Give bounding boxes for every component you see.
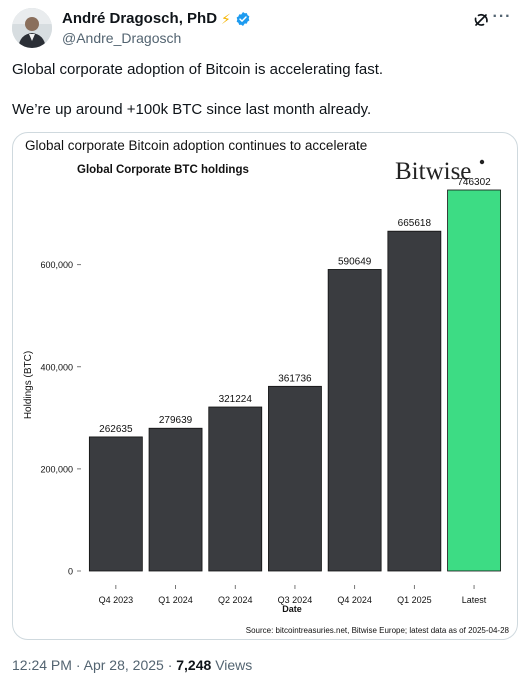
chart-title: Global corporate Bitcoin adoption contin… <box>25 138 367 153</box>
verified-badge-icon <box>236 11 250 26</box>
y-axis-label: Holdings (BTC) <box>23 351 34 419</box>
brand-logo-mark <box>479 159 485 165</box>
name-row: André Dragosch, PhD ⚡ <box>62 10 251 27</box>
bar-value-label: 746302 <box>457 177 491 188</box>
tweet-time[interactable]: 12:24 PM <box>12 657 72 673</box>
chart-source: Source: bitcointreasuries.net, Bitwise E… <box>246 626 510 635</box>
tweet-header: André Dragosch, PhD ⚡ @Andre_Dragosch ··… <box>12 8 513 48</box>
chart-subtitle: Global Corporate BTC holdings <box>77 164 249 176</box>
brand-logo: Bitwise <box>395 158 471 185</box>
tweet-text-line-1: Global corporate adoption of Bitcoin is … <box>12 61 384 78</box>
y-tick-label: 0 <box>68 567 73 577</box>
y-axis-ticks: 0 200,000 400,000 600,000 <box>40 260 81 577</box>
lightning-emoji: ⚡ <box>221 10 231 27</box>
x-tick-label: Q2 2024 <box>218 595 253 605</box>
view-count: 7,248 <box>176 657 212 673</box>
bar-value-label: 279639 <box>159 415 193 426</box>
grok-icon[interactable] <box>471 10 491 30</box>
x-tick-label: Latest <box>462 595 487 605</box>
x-tick-label: Q1 2024 <box>158 595 193 605</box>
x-tick-label: Q4 2023 <box>99 595 134 605</box>
y-tick-label: 400,000 <box>40 362 73 372</box>
y-tick-label: 200,000 <box>40 464 73 474</box>
bar-q3-2024 <box>268 385 322 572</box>
x-tick-label: Q4 2024 <box>337 595 372 605</box>
avatar[interactable] <box>12 8 52 48</box>
views-label: Views <box>215 657 253 673</box>
tweet-text: Global corporate adoption of Bitcoin is … <box>12 60 512 120</box>
bar-q2-2024 <box>208 406 263 572</box>
tweet-date[interactable]: Apr 28, 2025 <box>83 657 164 673</box>
bar-q1-2025 <box>387 230 442 572</box>
bar-value-label: 262635 <box>99 424 133 435</box>
bar-value-label: 590649 <box>338 256 372 267</box>
bar-q1-2024 <box>148 427 203 572</box>
meta-separator: · <box>75 657 81 673</box>
x-axis-ticks: Q4 2023 Q1 2024 Q2 2024 Q3 2024 Q4 2024 Q1 20… <box>99 585 487 605</box>
x-tick-label: Q1 2025 <box>397 595 432 605</box>
tweet-media-chart[interactable]: Global corporate Bitcoin adoption contin… <box>12 132 518 640</box>
user-handle[interactable]: @Andre_Dragosch <box>62 30 182 46</box>
display-name[interactable]: André Dragosch, PhD <box>62 10 218 27</box>
bar-q4-2024 <box>327 269 382 572</box>
x-axis-label: Date <box>282 604 302 614</box>
bars: 262635 279639 321224 361736 590649 665618 7463… <box>88 177 501 572</box>
bar-value-label: 665618 <box>398 218 432 229</box>
y-tick-label: 600,000 <box>40 260 73 270</box>
bar-value-label: 361736 <box>278 373 312 384</box>
tweet-text-line-2: We’re up around +100k BTC since last mon… <box>12 101 372 118</box>
tweet-meta: 12:24 PM · Apr 28, 2025 · 7,248 Views <box>12 657 252 673</box>
bar-chart: Global corporate Bitcoin adoption contin… <box>23 138 510 635</box>
more-options-icon[interactable]: ··· <box>492 8 512 25</box>
x-tick-label: Q3 2024 <box>278 595 313 605</box>
meta-separator: · <box>167 657 173 673</box>
bar-value-label: 321224 <box>219 394 253 405</box>
bar-latest <box>447 189 501 572</box>
bar-q4-2023 <box>88 436 143 572</box>
